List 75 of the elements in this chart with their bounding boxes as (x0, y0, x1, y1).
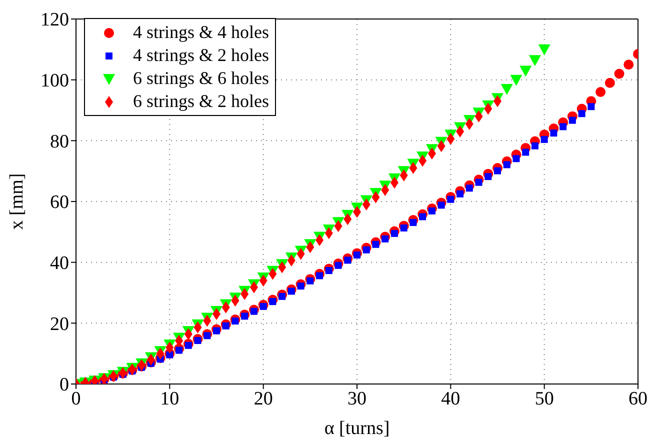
point (400, 224, 408, 232)
point (520, 66, 532, 77)
point (540, 136, 548, 143)
legend-label: 6 strings & 2 holes (133, 90, 270, 113)
point (306, 277, 314, 284)
point (269, 298, 276, 306)
point (578, 110, 586, 118)
point (250, 308, 258, 315)
point (550, 130, 558, 137)
point (372, 240, 380, 248)
point (194, 337, 202, 344)
point (466, 184, 473, 192)
legend-label: 4 strings & 2 holes (133, 44, 270, 67)
x-tick-label: 50 (534, 388, 554, 410)
legend-label: 6 strings & 6 holes (133, 67, 270, 90)
point (362, 246, 370, 254)
point (588, 103, 595, 110)
y-tick-label: 20 (50, 314, 69, 335)
x-axis-title: α [turns] (324, 418, 390, 439)
point (316, 272, 324, 280)
point (522, 148, 530, 156)
point (531, 142, 538, 150)
point (528, 55, 541, 66)
point (560, 123, 567, 130)
point (419, 213, 426, 220)
point (354, 252, 360, 259)
point (503, 161, 510, 168)
y-axis-title: x [mm] (6, 173, 28, 230)
legend-label: 4 strings & 4 holes (133, 21, 270, 44)
point (410, 218, 417, 226)
x-tick-label: 60 (628, 388, 648, 410)
point (288, 288, 295, 295)
point (596, 87, 606, 97)
point (232, 318, 239, 325)
point (176, 346, 183, 354)
point (390, 230, 398, 237)
point (334, 262, 342, 269)
point (344, 256, 352, 264)
point (614, 68, 624, 79)
point (438, 202, 445, 209)
point (382, 235, 389, 242)
point (260, 302, 267, 310)
point (510, 74, 522, 86)
point (475, 178, 482, 186)
x-tick-label: 10 (160, 388, 180, 410)
point (484, 173, 492, 180)
point (447, 196, 454, 203)
point (297, 282, 304, 290)
point (204, 332, 211, 340)
point (500, 84, 513, 95)
x-tick-label: 30 (348, 388, 366, 410)
x-tick-label: 40 (441, 388, 460, 410)
point (222, 322, 230, 330)
point (166, 342, 174, 354)
point (278, 292, 286, 300)
point (184, 342, 192, 349)
y-tick-label: 120 (40, 10, 69, 31)
y-tick-label: 80 (50, 131, 69, 152)
y-tick-label: 0 (60, 374, 69, 396)
point (624, 60, 634, 70)
point (241, 312, 248, 320)
y-tick-label: 60 (50, 192, 69, 214)
point (213, 327, 220, 334)
y-tick-label: 40 (50, 253, 69, 274)
point (538, 44, 550, 56)
x-tick-label: 20 (254, 388, 273, 410)
point (568, 116, 576, 124)
point (604, 78, 615, 88)
point (428, 207, 436, 214)
y-tick-label: 100 (40, 70, 69, 92)
point (494, 167, 501, 174)
point (325, 267, 332, 274)
point (512, 155, 520, 162)
point (456, 190, 464, 198)
point (166, 351, 174, 358)
